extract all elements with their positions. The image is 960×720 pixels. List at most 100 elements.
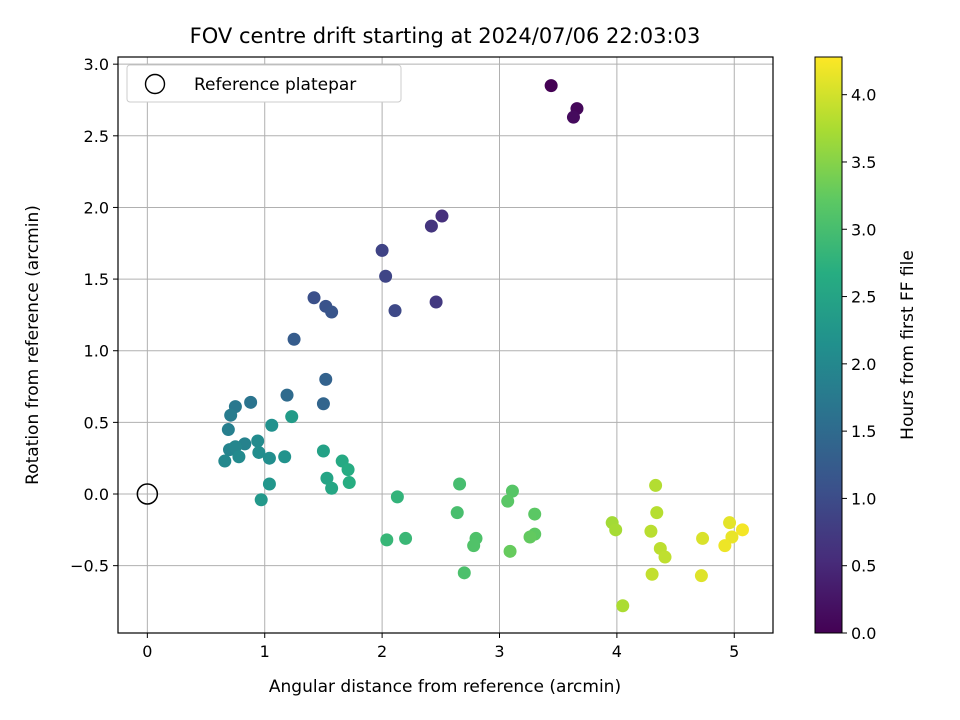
data-point xyxy=(316,444,330,458)
colorbar-tick-label: 3.5 xyxy=(851,153,876,172)
plot-frame xyxy=(117,56,774,634)
x-tick-label: 0 xyxy=(142,642,152,661)
data-point xyxy=(696,531,710,545)
colorbar-tick-label: 1.0 xyxy=(851,489,876,508)
y-tick-label: 0.5 xyxy=(84,413,109,432)
data-point xyxy=(320,471,334,485)
x-tick-label: 3 xyxy=(494,642,504,661)
data-point xyxy=(316,397,330,411)
legend: Reference platepar xyxy=(126,64,402,103)
x-tick-label: 4 xyxy=(612,642,622,661)
data-point xyxy=(429,295,443,309)
data-point xyxy=(325,305,339,319)
data-point xyxy=(723,516,737,530)
data-point xyxy=(725,530,739,544)
reference-marker-group xyxy=(136,483,159,505)
data-point xyxy=(262,477,276,491)
data-point xyxy=(251,434,265,448)
colorbar-tick-label: 2.0 xyxy=(851,355,876,374)
data-point xyxy=(375,243,389,257)
data-point xyxy=(399,531,413,545)
data-point xyxy=(380,533,394,547)
data-point xyxy=(467,539,481,553)
data-point xyxy=(252,445,266,459)
colorbar-tick-label: 3.0 xyxy=(851,220,876,239)
data-point xyxy=(424,219,438,233)
data-point xyxy=(435,209,449,223)
data-point xyxy=(694,569,708,583)
data-point xyxy=(450,506,464,520)
data-point xyxy=(278,450,292,464)
data-point xyxy=(523,530,537,544)
colorbar-label: Hours from first FF file xyxy=(898,250,918,440)
data-point xyxy=(218,454,232,468)
y-tick-label: 0.0 xyxy=(84,485,109,504)
data-point xyxy=(650,506,664,520)
data-point xyxy=(325,481,339,495)
data-point xyxy=(224,408,238,422)
data-point xyxy=(307,291,321,305)
data-point xyxy=(244,395,258,409)
y-tick-label: 3.0 xyxy=(84,55,109,74)
data-point xyxy=(505,484,519,498)
data-point xyxy=(453,477,467,491)
data-point xyxy=(528,507,542,521)
data-point xyxy=(341,463,355,477)
x-axis-label: Angular distance from reference (arcmin) xyxy=(269,677,621,697)
colorbar-gradient xyxy=(814,56,843,634)
data-point xyxy=(265,418,279,432)
data-point xyxy=(280,388,294,402)
y-tick-label: −0.5 xyxy=(70,557,109,576)
data-point xyxy=(390,490,404,504)
y-tick-label: 1.0 xyxy=(84,342,109,361)
data-point xyxy=(566,110,580,124)
data-point xyxy=(501,494,515,508)
colorbar-ticks: 0.0 0.5 1.0 1.5 2.0 2.5 3.0 3.5 4.0 xyxy=(842,86,876,643)
x-axis: 0 1 2 3 4 5 xyxy=(142,633,739,661)
colorbar-tick-label: 0.5 xyxy=(851,557,876,576)
data-point xyxy=(609,523,623,537)
data-point xyxy=(718,539,732,553)
grid xyxy=(118,57,773,633)
data-point xyxy=(735,523,749,537)
colorbar-tick-label: 1.5 xyxy=(851,422,876,441)
y-axis: −0.5 0.0 0.5 1.0 1.5 2.0 2.5 3.0 xyxy=(70,55,118,576)
colorbar-tick-label: 0.0 xyxy=(851,624,876,643)
data-point xyxy=(503,544,517,558)
y-tick-label: 1.5 xyxy=(84,270,109,289)
data-point xyxy=(388,304,402,318)
data-point xyxy=(232,450,246,464)
data-point xyxy=(342,476,356,490)
data-point xyxy=(221,423,235,437)
y-tick-label: 2.5 xyxy=(84,127,109,146)
data-point xyxy=(658,550,672,564)
data-point xyxy=(457,566,471,580)
colorbar-tick-label: 4.0 xyxy=(851,86,876,105)
reference-platepar-marker xyxy=(136,483,159,505)
colorbar-tick-label: 2.5 xyxy=(851,288,876,307)
y-tick-label: 2.0 xyxy=(84,198,109,217)
x-tick-label: 5 xyxy=(729,642,739,661)
data-point xyxy=(228,440,242,454)
legend-label-reference: Reference platepar xyxy=(194,75,356,95)
colorbar: 0.0 0.5 1.0 1.5 2.0 2.5 3.0 3.5 4.0 Hours from f… xyxy=(814,56,918,643)
legend-box xyxy=(126,64,402,103)
data-point xyxy=(649,478,663,492)
data-point xyxy=(379,269,393,283)
data-point xyxy=(644,524,658,538)
y-axis-label: Rotation from reference (arcmin) xyxy=(23,205,43,485)
data-point xyxy=(262,451,276,465)
data-points xyxy=(218,79,749,613)
data-point xyxy=(616,599,630,613)
data-point xyxy=(645,567,659,581)
data-point xyxy=(254,493,268,507)
legend-marker-reference xyxy=(144,73,166,95)
data-point xyxy=(544,79,558,93)
chart-title: FOV centre drift starting at 2024/07/06 … xyxy=(190,24,701,48)
data-point xyxy=(287,332,301,346)
x-tick-label: 2 xyxy=(377,642,387,661)
x-tick-label: 1 xyxy=(260,642,270,661)
data-point xyxy=(319,372,333,386)
data-point xyxy=(285,410,299,424)
